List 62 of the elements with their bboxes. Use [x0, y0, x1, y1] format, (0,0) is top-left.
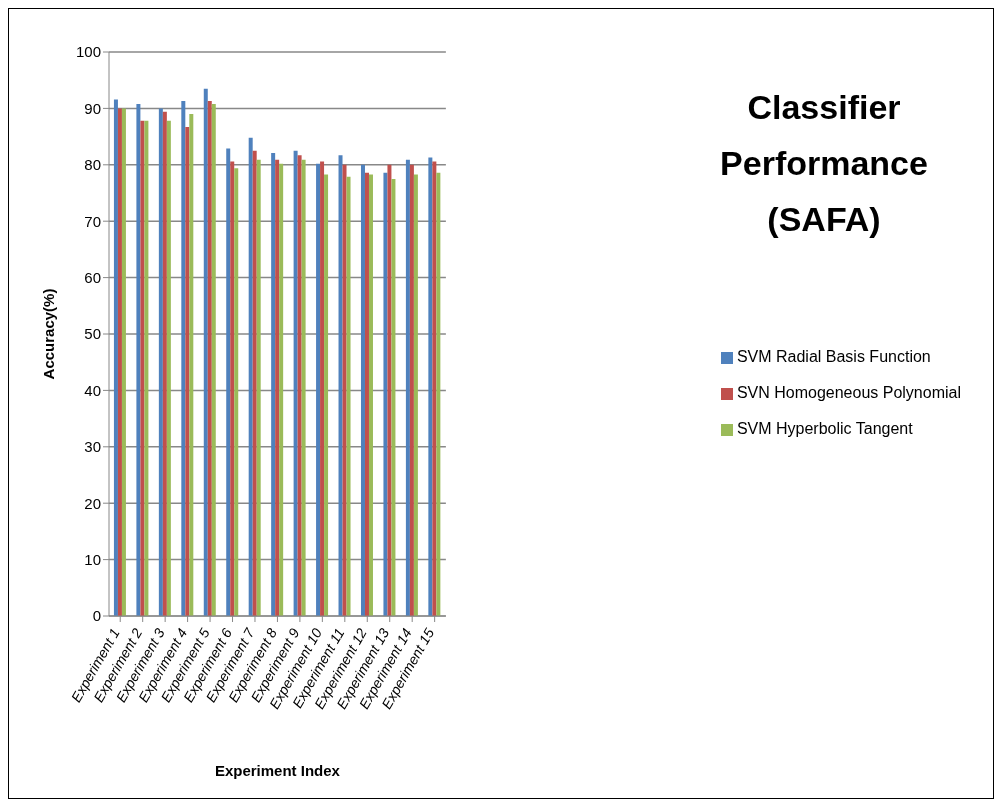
y-tick-label: 60 [84, 268, 101, 286]
bar [297, 155, 302, 616]
y-tick-label: 90 [84, 99, 101, 117]
x-axis-title: Experiment Index [214, 762, 341, 779]
bar [383, 172, 388, 616]
bar [181, 101, 186, 616]
bar [428, 157, 433, 616]
bar [320, 161, 325, 616]
bar [301, 159, 306, 616]
bar [413, 174, 418, 616]
bar [226, 148, 231, 616]
bar [368, 174, 373, 616]
bar [338, 155, 343, 616]
bar [121, 108, 126, 616]
bar [279, 163, 284, 616]
bar [342, 164, 347, 616]
bar [275, 159, 280, 616]
text: Classifier Performance (SAFA) [719, 87, 929, 240]
bar [316, 163, 321, 616]
y-tick-label: 80 [84, 156, 101, 174]
bar [405, 159, 410, 616]
bar [117, 108, 122, 616]
bar [293, 150, 298, 616]
bar [113, 99, 118, 616]
bar [436, 172, 441, 616]
bar [252, 150, 257, 616]
legend-label: SVM Hyperbolic Tangent [736, 420, 913, 437]
bar [207, 101, 212, 616]
bar [234, 168, 239, 616]
bar [387, 164, 392, 616]
bar [346, 176, 351, 616]
bar [432, 161, 437, 616]
bar [256, 159, 261, 616]
bar [203, 88, 208, 616]
bar [136, 103, 141, 616]
y-tick-label: 10 [84, 550, 101, 568]
y-tick-label: 100 [75, 43, 101, 61]
bar [189, 114, 194, 616]
y-tick-label: 20 [84, 494, 101, 512]
bar [324, 174, 329, 616]
y-tick-label: 70 [84, 212, 101, 230]
bar [248, 137, 253, 616]
bar [271, 152, 276, 616]
bar [144, 120, 149, 616]
y-tick-label: 0 [92, 607, 101, 625]
bar [166, 120, 171, 616]
y-tick-label: 40 [84, 381, 101, 399]
legend-label: SVM Radial Basis Function [736, 348, 931, 365]
bar [211, 103, 216, 616]
bar [158, 108, 163, 616]
y-tick-label: 50 [84, 325, 101, 343]
y-axis-title: Accuracy(%) [40, 288, 58, 380]
bar [162, 111, 167, 616]
y-tick-label: 30 [84, 438, 101, 456]
bar [230, 161, 235, 616]
bar [185, 127, 190, 616]
bar [364, 172, 369, 616]
bar [391, 178, 396, 616]
legend-label: SVN Homogeneous Polynomial [736, 384, 961, 401]
bar [360, 164, 365, 616]
bar [140, 120, 145, 616]
bar [409, 164, 414, 616]
